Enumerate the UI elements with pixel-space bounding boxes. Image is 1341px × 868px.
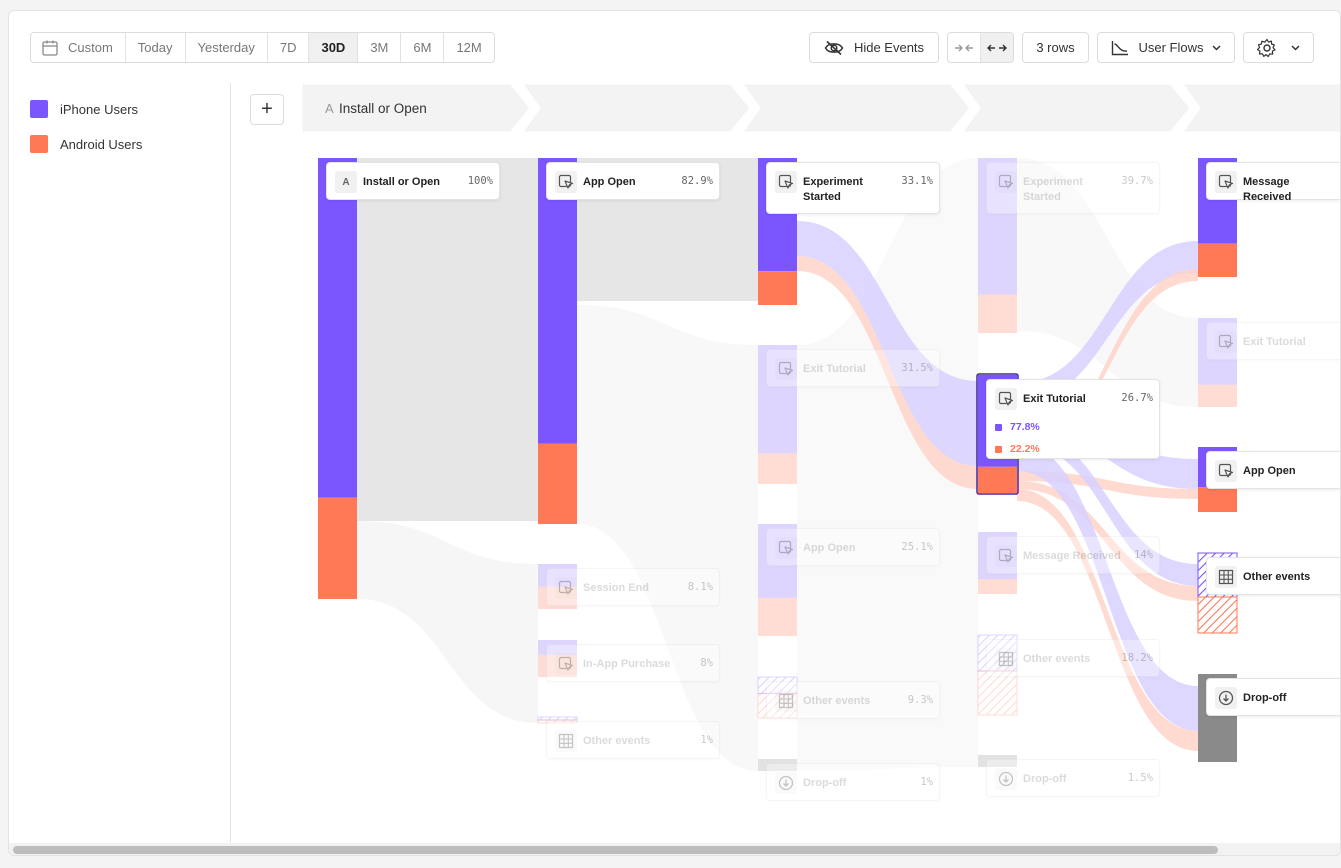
hide-events-label: Hide Events xyxy=(853,40,925,55)
flow-ribbon-faded xyxy=(577,305,758,771)
step-header-2 xyxy=(518,81,753,135)
flow-ribbon-android xyxy=(1017,489,1198,751)
date-range-selector: Custom Today Yesterday 7D 30D 3M 6M 12M xyxy=(30,32,495,63)
expand-flows-button[interactable] xyxy=(980,33,1013,62)
node-bar-iphone xyxy=(1198,318,1237,385)
flow-diagram: A Install or Open xyxy=(299,81,1340,771)
step-header-4 xyxy=(958,81,1193,135)
node-bar-android xyxy=(538,586,577,609)
flow-ribbon-android xyxy=(797,256,978,489)
plus-icon: + xyxy=(261,98,273,120)
flow-direction-toggle xyxy=(947,32,1014,63)
toolbar: Custom Today Yesterday 7D 30D 3M 6M 12M … xyxy=(9,11,1340,83)
node-bar-iphone xyxy=(758,158,797,272)
date-range-custom[interactable]: Custom xyxy=(31,33,126,62)
node-bar-android xyxy=(1198,384,1237,407)
calendar-icon xyxy=(41,39,59,57)
chevron-down-icon xyxy=(1211,44,1221,51)
date-range-today[interactable]: Today xyxy=(126,33,186,62)
horizontal-scrollbar[interactable] xyxy=(9,843,1340,855)
legend-item-iphone[interactable]: iPhone Users xyxy=(30,100,138,118)
date-range-12m[interactable]: 12M xyxy=(456,40,482,55)
date-range-7d[interactable]: 7D xyxy=(268,33,310,62)
step-header-3 xyxy=(738,81,973,135)
node-bar-iphone xyxy=(758,524,797,598)
node-bar-android xyxy=(758,597,797,636)
node-bar-iphone xyxy=(1197,552,1238,598)
node-bar-iphone xyxy=(978,158,1017,295)
add-step-button[interactable]: + xyxy=(250,94,284,125)
date-range-30d[interactable]: 30D xyxy=(309,33,359,62)
flow-ribbon-faded xyxy=(1017,158,1198,407)
arrows-expand-icon xyxy=(986,42,1007,54)
eye-off-icon xyxy=(824,40,844,56)
settings-dropdown[interactable] xyxy=(1243,32,1314,63)
legend-item-android[interactable]: Android Users xyxy=(30,135,142,153)
report-type-label: User Flows xyxy=(1138,40,1204,55)
flow-ribbon-android xyxy=(1017,269,1198,459)
legend-label: iPhone Users xyxy=(60,101,139,117)
flow-ribbon-iphone xyxy=(1017,429,1198,586)
report-type-dropdown[interactable]: User Flows xyxy=(1097,32,1235,63)
line-chart-icon xyxy=(1111,40,1129,56)
flow-ribbon-android xyxy=(1017,481,1198,601)
node-bar-android xyxy=(978,579,1017,594)
node-bar-android xyxy=(758,271,797,305)
step-letter: A xyxy=(325,101,334,116)
legend-swatch xyxy=(30,135,48,153)
flow-ribbon-iphone xyxy=(1017,241,1198,403)
node-bar-iphone xyxy=(978,532,1017,580)
node-bar-iphone xyxy=(1198,447,1237,488)
node-bar-android xyxy=(1197,596,1238,634)
node-bar-dropoff xyxy=(978,755,1017,767)
arrows-collapse-icon xyxy=(954,42,974,54)
node-bar-android xyxy=(537,719,578,724)
node-bar-android xyxy=(1198,487,1237,512)
legend-label: Android Users xyxy=(60,136,143,152)
node-bar-android xyxy=(978,294,1017,333)
scrollbar-thumb[interactable] xyxy=(13,846,1218,854)
node-bar-iphone xyxy=(977,634,1018,672)
legend-sidebar: iPhone Users Android Users xyxy=(9,83,231,843)
node-bar-android xyxy=(757,692,798,719)
node-bar-android xyxy=(1198,243,1237,277)
gear-icon xyxy=(1257,38,1277,58)
flow-ribbon-iphone xyxy=(1017,443,1198,731)
date-range-3m[interactable]: 3M xyxy=(358,33,402,62)
chevron-down-icon xyxy=(1291,44,1300,51)
user-flows-panel: Custom Today Yesterday 7D 30D 3M 6M 12M … xyxy=(8,10,1341,856)
legend-swatch xyxy=(30,100,48,118)
flow-ribbon-install-to-appopen xyxy=(357,158,538,521)
flow-ribbon-appopen-to-experiment xyxy=(577,158,758,301)
node-bar-iphone xyxy=(1198,158,1237,244)
node-bar-iphone xyxy=(538,158,577,444)
node-bar-iphone xyxy=(758,345,797,454)
flow-ribbon-faded xyxy=(357,521,538,723)
collapse-flows-button[interactable] xyxy=(948,33,981,62)
node-bar-iphone xyxy=(318,158,357,498)
node-bar-android xyxy=(977,670,1018,716)
node-bar-android xyxy=(538,443,577,524)
node-bar-dropoff xyxy=(758,759,797,771)
step-header-5 xyxy=(1178,81,1340,135)
rows-button[interactable]: 3 rows xyxy=(1022,32,1089,63)
node-bar-android xyxy=(538,654,577,677)
date-range-yesterday[interactable]: Yesterday xyxy=(186,33,268,62)
step-header-1 xyxy=(299,81,533,135)
node-bar-iphone xyxy=(538,564,577,587)
node-bar-dropoff xyxy=(1198,674,1237,762)
step-header-label: Install or Open xyxy=(339,101,427,116)
node-bar-iphone xyxy=(978,375,1017,467)
flow-ribbon-iphone xyxy=(797,221,978,466)
flow-ribbon-faded xyxy=(797,158,978,771)
date-range-6m[interactable]: 6M xyxy=(401,33,445,62)
node-bar-android xyxy=(758,453,797,484)
node-bar-android xyxy=(318,497,357,599)
date-range-label: Custom xyxy=(68,40,113,55)
node-bar-android xyxy=(978,466,1017,493)
hide-events-button[interactable]: Hide Events xyxy=(809,32,939,63)
node-bar-iphone xyxy=(538,640,577,655)
node-bar-iphone xyxy=(757,676,798,694)
